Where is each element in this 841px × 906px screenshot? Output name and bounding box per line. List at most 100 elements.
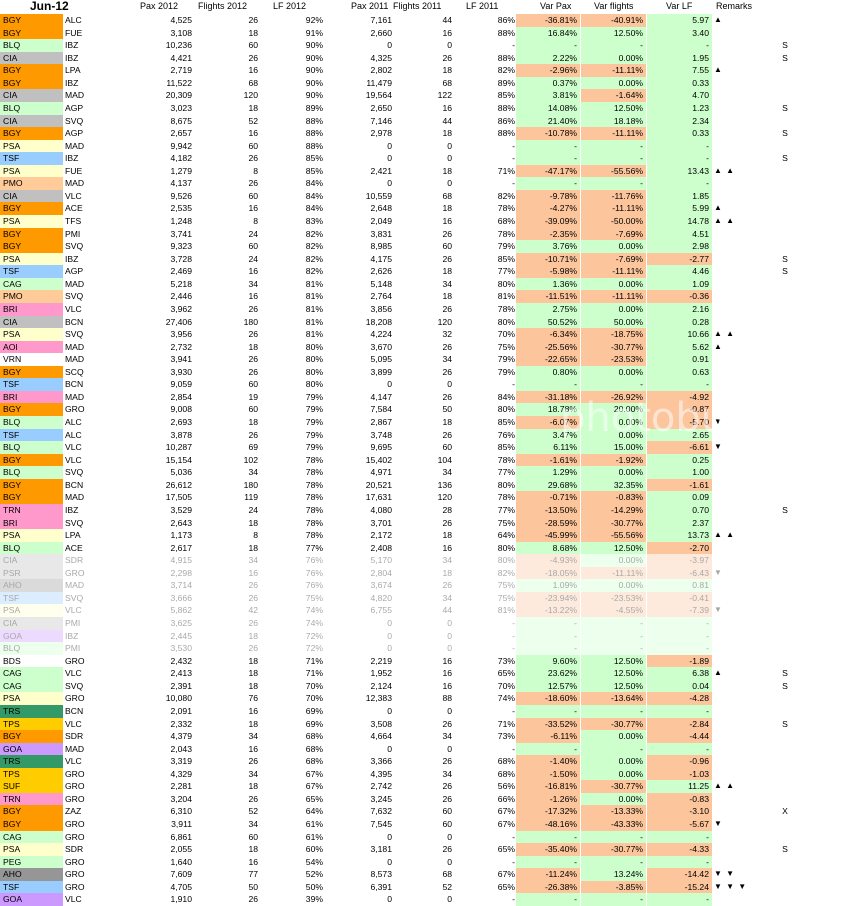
cell-vfl: 32.35% (581, 478, 646, 492)
col-header-flights-2011: Flights 2011 (393, 1, 442, 11)
cell-vlf: 0.70 (647, 503, 712, 517)
table-row: TRN IBZ 3,529 24 78% 4,080 28 77% -13.50% -14.29%… (0, 503, 841, 517)
cell-flag: S (782, 102, 788, 113)
cell-pax11: 0 (387, 856, 392, 867)
table-row: CIA VLC 9,526 60 84% 10,559 68 82% -9.78% -11.76%… (0, 189, 841, 203)
cell-airline: BLQ (0, 101, 63, 115)
cell-vfl: 12.50% (581, 101, 646, 115)
cell-airline: TSF (0, 152, 63, 165)
cell-vlf: 4.46 (647, 265, 712, 278)
cell-vfl: - (581, 642, 646, 655)
cell-fl11: 26 (442, 718, 452, 729)
cell-pax12: 2,091 (170, 705, 192, 716)
cell-vpax: 2.75% (516, 302, 580, 316)
cell-fl12: 18 (248, 668, 258, 679)
cell-pax11: 0 (387, 140, 392, 151)
cell-fl12: 120 (243, 90, 258, 101)
cell-flag (778, 353, 792, 366)
cell-flag (778, 202, 792, 215)
cell-fl12: 16 (248, 266, 258, 277)
cell-fl12: 16 (248, 856, 258, 867)
table-row: CIA PMI 3,625 26 74% 0 0- - - - (0, 617, 841, 630)
cell-fl11: 0 (447, 856, 452, 867)
cell-flag (778, 630, 792, 643)
cell-arr: ▼ ▼ ▼ (714, 881, 748, 891)
cell-vpax: -22.65% (516, 353, 580, 366)
cell-lf12: 90% (305, 52, 323, 63)
cell-lf11: 77% (497, 467, 515, 478)
cell-vlf: - (647, 893, 712, 906)
cell-vpax: 50.52% (516, 315, 580, 329)
cell-airline: TSF (0, 591, 63, 605)
cell-lf11: - (512, 831, 515, 842)
cell-lf11: - (512, 894, 515, 905)
cell-pax11: 0 (387, 630, 392, 641)
table-row: VRN MAD 3,941 26 80% 5,095 34 79% -22.65% -23.53%… (0, 353, 841, 366)
cell-apt: MAD (65, 580, 85, 591)
cell-fl11: 60 (442, 442, 452, 453)
cell-fl12: 76 (248, 693, 258, 704)
cell-fl11: 18 (442, 65, 452, 76)
cell-pax12: 5,862 (170, 605, 192, 616)
cell-pax12: 3,023 (170, 102, 192, 113)
cell-pax11: 4,971 (370, 467, 392, 478)
cell-airline: BLQ (0, 466, 63, 479)
cell-vpax: -2.96% (516, 64, 580, 77)
cell-vfl: -55.56% (581, 164, 646, 178)
cell-pax12: 10,080 (165, 693, 192, 704)
cell-lf11: 78% (497, 203, 515, 214)
cell-lf11: 82% (497, 190, 515, 201)
cell-vpax: - (516, 139, 580, 153)
cell-lf11: - (512, 40, 515, 51)
cell-airline: PSA (0, 252, 63, 266)
cell-flag (778, 692, 792, 705)
col-header-pax-2011: Pax 2011 (351, 1, 389, 11)
cell-vlf: - (647, 830, 712, 844)
cell-vfl: -11.11% (581, 127, 646, 140)
cell-airline: PEG (0, 855, 63, 869)
cell-pax12: 3,530 (170, 643, 192, 654)
cell-airline: BGY (0, 202, 63, 215)
cell-vlf: 1.23 (647, 101, 712, 115)
cell-pax12: 2,732 (170, 341, 192, 352)
cell-vfl: -13.64% (581, 692, 646, 705)
cell-arr (714, 692, 754, 705)
cell-fl12: 8 (253, 530, 258, 541)
cell-fl12: 60 (248, 40, 258, 51)
cell-vlf: -6.43 (647, 566, 712, 580)
cell-flag (778, 190, 792, 203)
cell-lf12: 91% (305, 27, 323, 38)
cell-vfl: - (581, 39, 646, 52)
cell-fl12: 16 (248, 128, 258, 139)
cell-vfl: - (581, 617, 646, 630)
cell-vfl: 12.50% (581, 654, 646, 668)
cell-vpax: - (516, 378, 580, 391)
cell-vpax: -1.26% (516, 792, 580, 806)
col-header-lf-2011: LF 2011 (466, 1, 499, 11)
cell-flag (778, 115, 792, 128)
cell-vlf: 2.34 (647, 114, 712, 128)
cell-lf12: 61% (305, 819, 323, 829)
cell-fl12: 16 (248, 203, 258, 214)
cell-vpax: -48.16% (516, 818, 580, 831)
cell-vlf: 1.09 (647, 277, 712, 291)
cell-flag: S (782, 52, 788, 63)
cell-vfl: -11.11% (581, 566, 646, 580)
cell-airline: BGY (0, 227, 63, 241)
cell-lf11: 71% (497, 165, 515, 176)
cell-lf11: 64% (497, 530, 515, 541)
cell-vlf: - (647, 642, 712, 655)
cell-vpax: -31.18% (516, 390, 580, 404)
cell-fl11: 34 (442, 467, 452, 478)
cell-pax12: 3,666 (170, 592, 192, 603)
cell-pax12: 2,043 (170, 743, 192, 754)
cell-lf11: 65% (497, 668, 515, 679)
cell-vfl: 0.00% (581, 579, 646, 592)
cell-fl12: 19 (248, 391, 258, 402)
cell-flag (778, 14, 792, 27)
cell-pax12: 3,941 (170, 354, 192, 365)
table-row: BLQ ALC 2,693 18 79% 2,867 18 85% -6.07% 0.00% -5.… (0, 416, 841, 429)
cell-fl12: 26 (248, 178, 258, 189)
cell-airline: TPS (0, 767, 63, 781)
